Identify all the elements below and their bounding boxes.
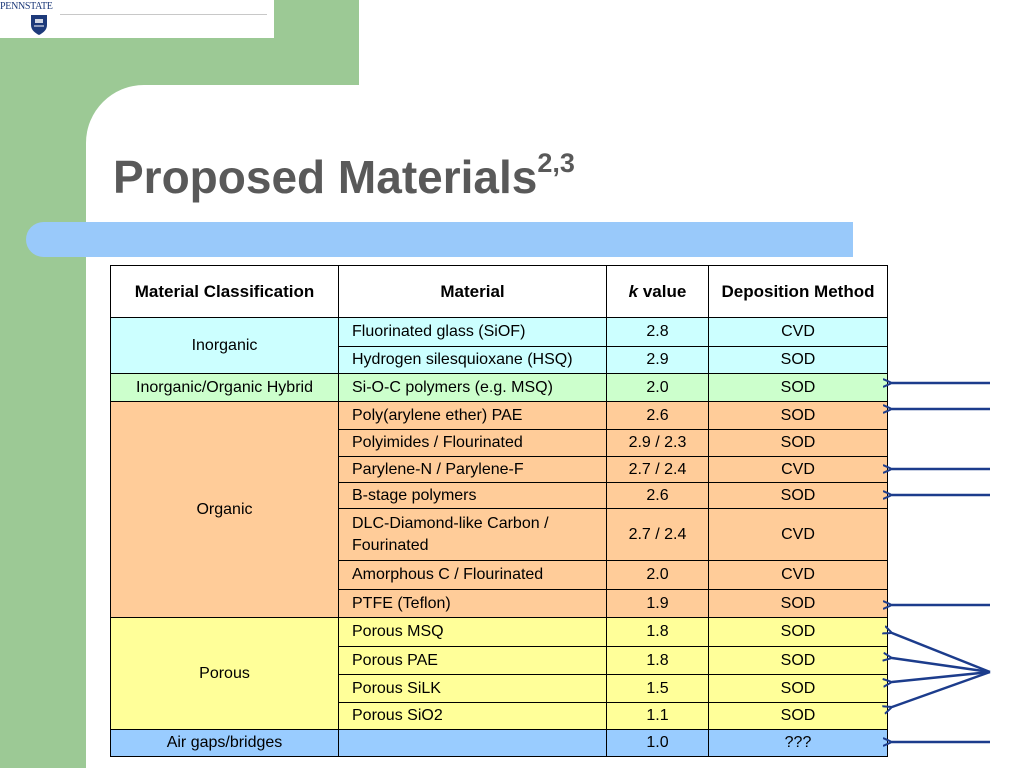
method-cell: SOD <box>708 373 888 402</box>
table-row: Organic Poly(arylene ether) PAE 2.6 SOD <box>110 401 888 618</box>
k-value-cell: 2.6 <box>606 482 709 509</box>
material-cell: Parylene-N / Parylene-F <box>338 456 607 483</box>
material-cell <box>338 729 607 757</box>
k-value-cell: 1.5 <box>606 674 709 703</box>
k-value-cell: 2.9 <box>606 346 709 374</box>
material-cell: Porous PAE <box>338 646 607 675</box>
header-classification: Material Classification <box>110 265 339 318</box>
table-row: Amorphous C / Flourinated 2.0 CVD <box>111 560 888 590</box>
material-cell: B-stage polymers <box>338 482 607 509</box>
material-cell: Si-O-C polymers (e.g. MSQ) <box>338 373 607 402</box>
method-cell: CVD <box>708 560 888 590</box>
method-cell: SOD <box>708 674 888 703</box>
table-row: PTFE (Teflon) 1.9 SOD <box>111 589 888 618</box>
page-title: Proposed Materials2,3 <box>113 148 575 204</box>
classification-cell: Inorganic <box>110 317 339 374</box>
table-row: Parylene-N / Parylene-F 2.7 / 2.4 CVD <box>111 456 888 483</box>
k-value-cell: 2.8 <box>606 317 709 347</box>
material-cell: Porous SiO2 <box>338 702 607 730</box>
k-value-cell: 2.9 / 2.3 <box>606 429 709 457</box>
table-row: Hydrogen silesquioxane (HSQ) 2.9 SOD <box>111 346 888 374</box>
method-cell: CVD <box>708 317 888 347</box>
table-row: Air gaps/bridges 1.0 ??? <box>110 729 888 757</box>
k-value-cell: 1.8 <box>606 646 709 675</box>
materials-table: Material Classification Material k value… <box>110 265 888 757</box>
header-deposition: Deposition Method <box>708 265 888 318</box>
k-value-cell: 1.8 <box>606 617 709 647</box>
title-text: Proposed Materials <box>113 151 538 203</box>
table-row: Inorganic Fluorinated glass (SiOF) 2.8 C… <box>110 317 888 374</box>
method-cell: SOD <box>708 401 888 430</box>
logo-box: PENNSTATE <box>0 0 274 38</box>
method-cell: SOD <box>708 482 888 509</box>
material-cell: Hydrogen silesquioxane (HSQ) <box>338 346 607 374</box>
classification-cell: Organic <box>110 401 339 618</box>
title-underline-bar <box>26 222 853 257</box>
table-row: DLC-Diamond-like Carbon / Fourinated 2.7… <box>111 508 888 561</box>
method-cell: SOD <box>708 617 888 647</box>
material-cell: Porous MSQ <box>338 617 607 647</box>
classification-cell: Air gaps/bridges <box>110 729 339 757</box>
k-value-label: value <box>638 281 687 301</box>
table-header-row: Material Classification Material k value… <box>110 265 888 318</box>
classification-cell: Inorganic/Organic Hybrid <box>110 373 339 402</box>
classification-cell: Porous <box>110 617 339 730</box>
header-k-value: k value <box>606 265 709 318</box>
k-value-cell: 1.0 <box>606 729 709 757</box>
table-row: Inorganic/Organic Hybrid Si-O-C polymers… <box>110 373 888 402</box>
title-superscript: 2,3 <box>537 148 575 178</box>
k-value-cell: 2.7 / 2.4 <box>606 508 709 561</box>
material-cell: Porous SiLK <box>338 674 607 703</box>
material-cell: Fluorinated glass (SiOF) <box>338 317 607 347</box>
k-value-cell: 2.0 <box>606 560 709 590</box>
table-row: Porous PAE 1.8 SOD <box>111 646 888 675</box>
header-material: Material <box>338 265 607 318</box>
material-cell: PTFE (Teflon) <box>338 589 607 618</box>
k-value-cell: 1.9 <box>606 589 709 618</box>
table-row: Polyimides / Flourinated 2.9 / 2.3 SOD <box>111 429 888 457</box>
material-cell: Poly(arylene ether) PAE <box>338 401 607 430</box>
method-cell: CVD <box>708 456 888 483</box>
k-value-cell: 2.0 <box>606 373 709 402</box>
table-row: Porous Porous MSQ 1.8 SOD <box>110 617 888 730</box>
k-value-cell: 1.1 <box>606 702 709 730</box>
method-cell: SOD <box>708 646 888 675</box>
pennstate-shield-icon <box>31 15 47 35</box>
table-row: B-stage polymers 2.6 SOD <box>111 482 888 509</box>
table-row: Porous SiLK 1.5 SOD <box>111 674 888 703</box>
pennstate-logo-text: PENNSTATE <box>0 1 53 12</box>
material-cell: DLC-Diamond-like Carbon / Fourinated <box>338 508 607 561</box>
material-cell: Amorphous C / Flourinated <box>338 560 607 590</box>
material-cell: Polyimides / Flourinated <box>338 429 607 457</box>
logo-divider <box>60 14 267 15</box>
k-symbol: k <box>628 281 639 301</box>
method-cell: ??? <box>708 729 888 757</box>
method-cell: CVD <box>708 508 888 561</box>
method-cell: SOD <box>708 589 888 618</box>
method-cell: SOD <box>708 702 888 730</box>
table-row: Porous SiO2 1.1 SOD <box>111 702 888 730</box>
k-value-cell: 2.7 / 2.4 <box>606 456 709 483</box>
method-cell: SOD <box>708 346 888 374</box>
method-cell: SOD <box>708 429 888 457</box>
k-value-cell: 2.6 <box>606 401 709 430</box>
